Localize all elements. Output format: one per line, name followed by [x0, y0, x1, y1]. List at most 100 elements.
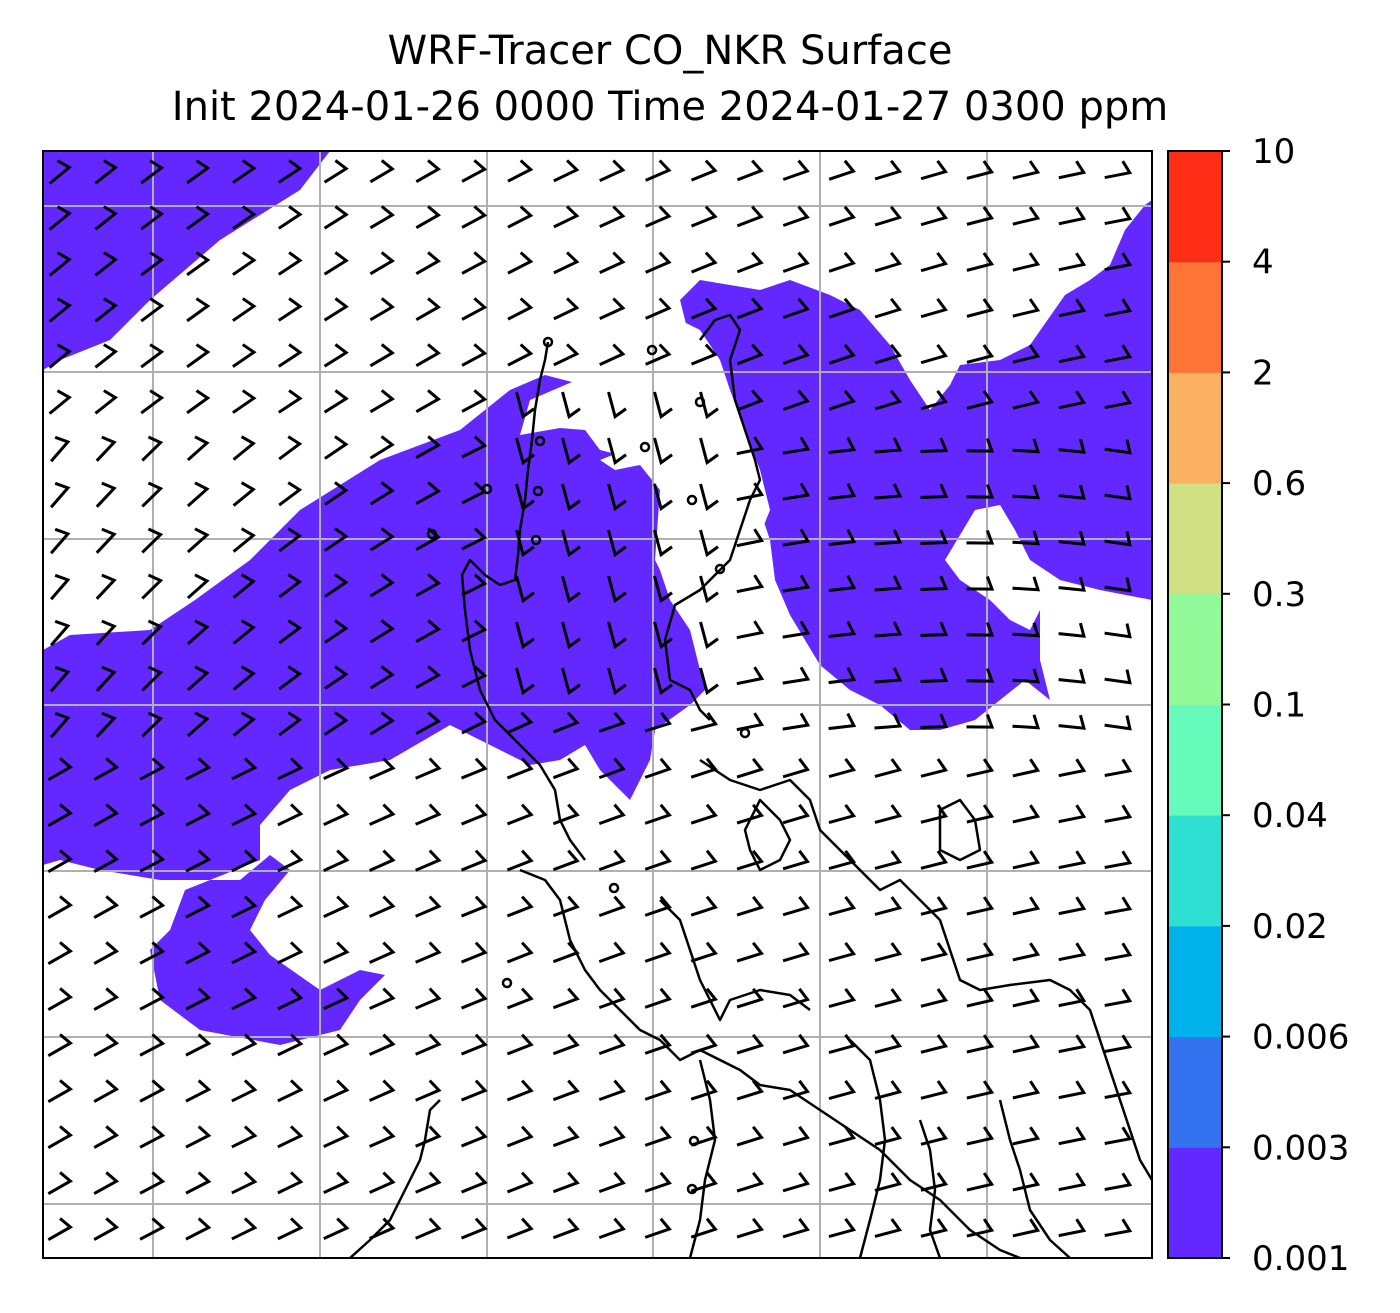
- wind-barb: [47, 1033, 74, 1057]
- wind-barb: [369, 159, 395, 184]
- colorbar-tick-label: 10: [1252, 132, 1295, 172]
- wind-barb: [369, 1125, 396, 1148]
- wind-barb: [461, 711, 488, 735]
- wind-barb: [736, 205, 764, 228]
- wind-barb: [1058, 622, 1086, 638]
- colorbar-segment: [1168, 593, 1222, 705]
- island-marker: [534, 435, 546, 447]
- wind-barb: [1104, 896, 1133, 915]
- wind-barb: [1012, 988, 1041, 1008]
- wind-barb: [185, 941, 212, 965]
- wind-barb: [415, 803, 442, 826]
- wind-barb: [415, 159, 442, 183]
- wind-barb: [1104, 531, 1132, 547]
- wind-barb: [232, 251, 257, 276]
- wind-barb: [415, 573, 442, 597]
- wind-barb: [1058, 252, 1087, 272]
- wind-barb: [920, 1218, 949, 1238]
- wind-barb: [460, 757, 488, 780]
- wind-barb: [1012, 1126, 1041, 1146]
- wind-barb: [920, 1126, 949, 1146]
- wind-barb: [506, 1171, 534, 1194]
- wind-barb: [185, 1217, 212, 1241]
- wind-barb: [598, 849, 626, 872]
- wind-barb: [828, 574, 857, 593]
- wind-barb: [966, 1126, 995, 1146]
- wind-barb: [920, 896, 949, 916]
- wind-barb: [966, 206, 995, 226]
- wind-barb: [920, 758, 949, 778]
- wind-barb: [644, 1033, 672, 1055]
- wind-barb: [47, 987, 74, 1011]
- wind-barb: [645, 159, 672, 182]
- wind-barb: [461, 481, 488, 505]
- wind-barb: [828, 1126, 857, 1147]
- wind-barb: [323, 1125, 350, 1148]
- wind-barb: [506, 849, 534, 872]
- wind-barb: [49, 435, 71, 463]
- colorbar-tick-label: 0.3: [1252, 575, 1306, 615]
- wind-barb: [1012, 622, 1041, 638]
- wind-barb: [653, 575, 673, 604]
- wind-barb: [141, 711, 164, 738]
- wind-barb: [515, 621, 535, 650]
- wind-barb: [277, 1125, 304, 1149]
- wind-barb: [186, 389, 211, 415]
- wind-barb: [506, 1033, 534, 1056]
- wind-barb: [782, 803, 810, 825]
- wind-barb: [653, 391, 673, 420]
- wind-barb: [277, 941, 304, 965]
- coastline-southeast-3: [998, 1099, 1071, 1258]
- wind-barb: [920, 437, 949, 453]
- colorbar-segment: [1168, 1036, 1222, 1148]
- wind-barb: [324, 619, 349, 644]
- wind-barb: [920, 298, 948, 319]
- wind-barb: [699, 667, 719, 696]
- wind-barb: [94, 389, 119, 415]
- wind-barb: [607, 667, 627, 696]
- wind-barb: [95, 711, 117, 738]
- wind-barb: [461, 297, 488, 321]
- wind-barb: [231, 803, 258, 827]
- wind-barb: [966, 896, 995, 916]
- wind-barb: [1104, 942, 1133, 961]
- wind-barb: [507, 159, 534, 183]
- wind-barb: [782, 757, 810, 779]
- wind-barb: [507, 343, 534, 367]
- wind-barb: [415, 941, 442, 964]
- wind-barb: [323, 159, 349, 184]
- plume-gaps: [600, 310, 1060, 630]
- wind-barb: [966, 529, 995, 545]
- wind-barb: [139, 895, 166, 919]
- wind-barb: [561, 529, 581, 558]
- wind-barb: [277, 849, 304, 873]
- coastline-southwest-coast: [349, 1099, 441, 1258]
- wind-barb: [369, 849, 396, 872]
- wind-barb: [920, 1172, 949, 1192]
- wind-barb: [782, 159, 810, 181]
- wind-barb: [782, 528, 811, 547]
- map-title-line2: Init 2024-01-26 0000 Time 2024-01-27 030…: [171, 84, 1169, 130]
- wind-barb: [598, 1033, 626, 1056]
- wind-barb: [736, 528, 765, 548]
- wind-barb: [140, 159, 165, 185]
- wind-barb: [1012, 1034, 1041, 1054]
- wind-barb: [598, 1171, 626, 1194]
- wind-barb: [186, 711, 210, 738]
- wind-barb: [552, 1217, 580, 1240]
- wind-barb: [736, 712, 765, 732]
- wind-barb: [185, 1079, 212, 1103]
- wind-barb: [874, 297, 903, 319]
- wind-barb: [552, 987, 580, 1010]
- wind-barb: [1058, 988, 1087, 1008]
- wind-barb: [95, 435, 117, 462]
- wind-barb: [782, 1033, 810, 1055]
- wind-barb: [1058, 298, 1087, 318]
- wind-barb: [874, 575, 903, 592]
- wind-barb: [278, 573, 303, 599]
- wind-barb: [644, 711, 673, 733]
- wind-barb: [48, 297, 72, 323]
- colorbar: 0.001 0.003 0.006 0.02 0.04 0.1 0.3 0.6 2 4 10: [1167, 132, 1349, 1279]
- wind-barb: [369, 481, 395, 506]
- wind-barb: [369, 205, 395, 230]
